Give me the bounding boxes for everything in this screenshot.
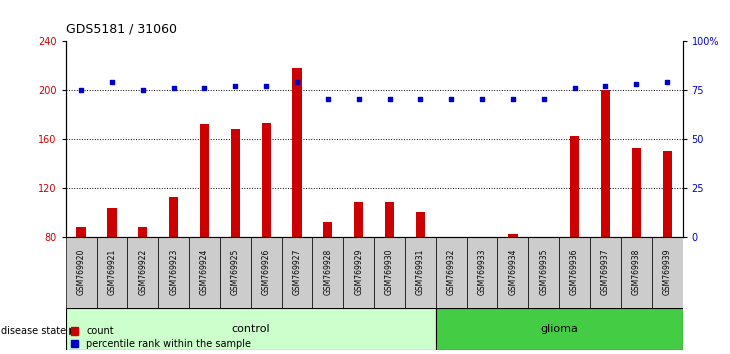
Text: glioma: glioma — [540, 324, 578, 334]
Bar — [620, 236, 652, 308]
Point — [229, 83, 241, 88]
Point — [199, 85, 210, 91]
Bar — [601, 90, 610, 236]
Text: GSM769923: GSM769923 — [169, 249, 178, 295]
Point — [538, 97, 550, 102]
Bar — [343, 236, 374, 308]
Text: GSM769927: GSM769927 — [293, 249, 301, 295]
Point — [261, 83, 272, 88]
Point — [445, 97, 457, 102]
Text: GSM769933: GSM769933 — [477, 249, 487, 295]
Bar — [539, 236, 548, 239]
Text: GDS5181 / 31060: GDS5181 / 31060 — [66, 22, 177, 35]
Bar — [559, 236, 590, 308]
Point — [75, 87, 87, 92]
Text: disease state ▶: disease state ▶ — [1, 326, 77, 336]
Text: GSM769938: GSM769938 — [631, 249, 641, 295]
Bar — [447, 236, 456, 242]
Bar — [293, 68, 301, 236]
Bar — [96, 236, 128, 308]
Point — [168, 85, 180, 91]
Text: GSM769922: GSM769922 — [138, 249, 147, 295]
Bar — [323, 222, 332, 236]
Point — [322, 97, 334, 102]
Bar — [590, 236, 620, 308]
Bar — [498, 236, 529, 308]
Bar — [405, 236, 436, 308]
Bar — [652, 236, 683, 308]
Text: GSM769934: GSM769934 — [508, 249, 518, 295]
Bar — [261, 123, 271, 236]
Bar — [312, 236, 343, 308]
Bar — [107, 209, 117, 236]
Bar — [66, 236, 96, 308]
Text: GSM769926: GSM769926 — [261, 249, 271, 295]
Text: GSM769925: GSM769925 — [231, 249, 240, 295]
Text: GSM769932: GSM769932 — [447, 249, 456, 295]
Point — [599, 83, 611, 88]
Bar — [251, 236, 282, 308]
Text: GSM769937: GSM769937 — [601, 249, 610, 295]
Bar — [158, 236, 189, 308]
Text: GSM769921: GSM769921 — [107, 249, 117, 295]
Bar — [220, 236, 251, 308]
Point — [631, 81, 642, 87]
Point — [106, 79, 118, 85]
Bar — [508, 234, 518, 236]
Text: GSM769930: GSM769930 — [385, 249, 394, 295]
Bar — [66, 308, 436, 350]
Bar — [436, 236, 466, 308]
Point — [661, 79, 673, 85]
Text: GSM769936: GSM769936 — [570, 249, 579, 295]
Point — [415, 97, 426, 102]
Bar — [138, 227, 147, 236]
Text: GSM769931: GSM769931 — [416, 249, 425, 295]
Point — [476, 97, 488, 102]
Text: GSM769920: GSM769920 — [77, 249, 85, 295]
Text: GSM769939: GSM769939 — [663, 249, 672, 295]
Bar — [169, 198, 178, 236]
Point — [353, 97, 364, 102]
Bar — [354, 202, 364, 236]
Bar — [77, 227, 85, 236]
Bar — [436, 308, 683, 350]
Bar — [374, 236, 405, 308]
Text: control: control — [231, 324, 270, 334]
Point — [507, 97, 519, 102]
Point — [291, 79, 303, 85]
Bar — [200, 124, 209, 236]
Text: GSM769929: GSM769929 — [354, 249, 364, 295]
Bar — [385, 202, 394, 236]
Legend: count, percentile rank within the sample: count, percentile rank within the sample — [71, 326, 251, 349]
Bar — [282, 236, 312, 308]
Bar — [128, 236, 158, 308]
Bar — [631, 148, 641, 236]
Point — [569, 85, 580, 91]
Bar — [466, 236, 498, 308]
Point — [384, 97, 396, 102]
Bar — [416, 212, 425, 236]
Bar — [663, 151, 672, 236]
Text: GSM769935: GSM769935 — [539, 249, 548, 295]
Text: GSM769928: GSM769928 — [323, 249, 332, 295]
Point — [137, 87, 149, 92]
Bar — [570, 136, 579, 236]
Text: GSM769924: GSM769924 — [200, 249, 209, 295]
Bar — [529, 236, 559, 308]
Bar — [231, 129, 240, 236]
Bar — [189, 236, 220, 308]
